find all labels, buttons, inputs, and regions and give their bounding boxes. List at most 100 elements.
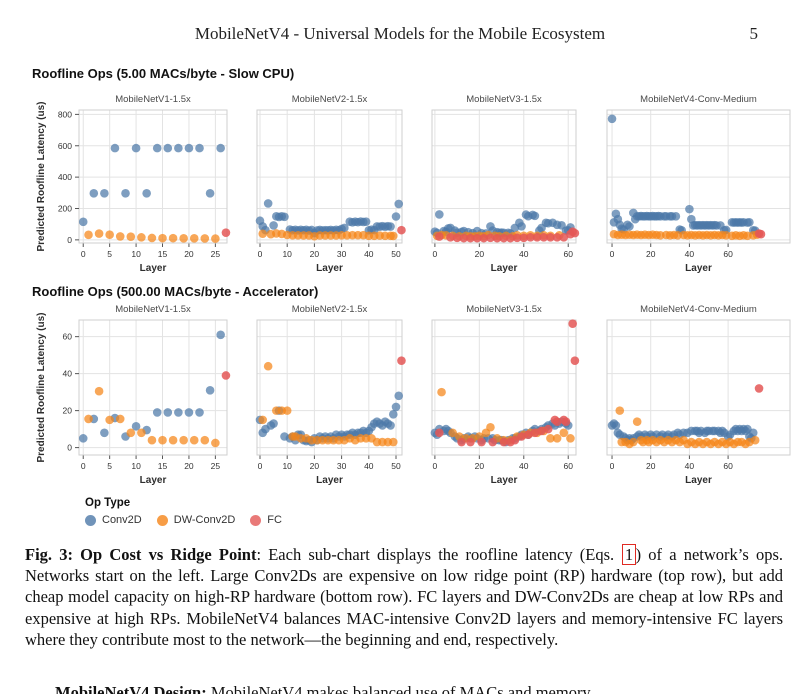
data-point-conv2d: [745, 217, 754, 227]
data-point-dw: [263, 361, 273, 371]
x-tick-label: 30: [337, 249, 347, 259]
data-point-conv2d: [517, 222, 526, 231]
data-point-dw: [105, 230, 114, 239]
data-point-fc: [539, 233, 549, 242]
data-point-conv2d: [100, 428, 109, 438]
data-point-fc: [452, 233, 462, 243]
x-tick-label: 10: [131, 461, 141, 471]
data-point-fc: [517, 432, 526, 441]
citation-link-eq1[interactable]: 1: [622, 544, 636, 565]
y-tick-label: 60: [63, 332, 73, 342]
x-tick-label: 30: [337, 461, 347, 471]
data-point-conv2d: [205, 188, 215, 198]
x-axis-title: Layer: [685, 475, 712, 486]
data-point-dw: [158, 435, 167, 445]
subplot-title: MobileNetV2-1.5x: [292, 304, 368, 315]
data-point-dw: [189, 435, 199, 445]
legend-label: Conv2D: [102, 514, 142, 526]
y-tick-label: 0: [67, 443, 72, 453]
data-point-dw: [211, 438, 220, 448]
data-point-dw: [168, 233, 178, 243]
x-tick-label: 5: [107, 461, 112, 471]
y-axis-title: Predicted Roofline Latency (us): [36, 312, 47, 462]
x-tick-label: 10: [282, 249, 292, 259]
x-tick-label: 20: [646, 461, 656, 471]
data-point-fc: [532, 233, 542, 242]
data-point-fc: [756, 229, 766, 239]
op-type-legend: Op Type Conv2D DW-Conv2D FC: [85, 497, 282, 526]
x-tick-label: 60: [563, 249, 573, 259]
data-point-conv2d: [530, 211, 540, 221]
data-point-fc: [492, 233, 502, 243]
plot-frame: [78, 319, 228, 456]
data-point-fc: [523, 430, 533, 439]
data-point-conv2d: [269, 221, 278, 230]
data-point-conv2d: [388, 410, 398, 419]
data-point-fc: [570, 228, 580, 238]
legend-item-fc: FC: [250, 514, 282, 526]
x-tick-label: 0: [258, 249, 263, 259]
data-point-conv2d: [131, 143, 141, 153]
data-point-fc: [221, 228, 231, 237]
y-tick-label: 800: [58, 109, 72, 119]
x-tick-label: 60: [723, 461, 733, 471]
data-point-dw: [105, 415, 114, 425]
data-point-dw: [179, 435, 188, 445]
next-paragraph-rest: MobileNetV4 makes balanced use of MACs a…: [206, 683, 591, 694]
data-point-fc: [526, 233, 535, 242]
data-point-conv2d: [611, 421, 621, 430]
subplot-title: MobileNetV3-1.5x: [466, 304, 542, 315]
data-point-conv2d: [78, 434, 88, 443]
data-point-conv2d: [163, 143, 173, 153]
data-point-conv2d: [386, 421, 395, 430]
x-tick-label: 40: [519, 249, 529, 259]
data-point-dw: [552, 434, 562, 443]
data-point-fc: [552, 417, 562, 427]
data-point-fc: [397, 225, 406, 235]
subplot-title: MobileNetV3-1.5x: [466, 94, 542, 105]
data-point-conv2d: [184, 408, 194, 417]
legend-label: FC: [267, 514, 282, 526]
data-point-fc: [543, 424, 553, 434]
data-point-conv2d: [152, 408, 162, 417]
y-tick-label: 20: [63, 406, 73, 416]
page-header: MobileNetV4 - Universal Models for the M…: [0, 24, 800, 46]
data-point-fc: [488, 437, 497, 447]
data-point-conv2d: [216, 330, 225, 340]
x-tick-label: 20: [310, 249, 320, 259]
data-point-dw: [179, 233, 188, 243]
y-tick-label: 40: [63, 369, 73, 379]
data-point-conv2d: [263, 199, 273, 208]
data-point-fc: [499, 233, 509, 243]
data-point-fc: [472, 233, 482, 243]
x-tick-label: 50: [391, 249, 401, 259]
data-point-fc: [546, 233, 555, 242]
x-tick-label: 50: [391, 461, 401, 471]
data-point-conv2d: [163, 408, 173, 417]
x-tick-label: 10: [282, 461, 292, 471]
data-point-fc: [477, 437, 486, 447]
data-point-fc: [537, 426, 546, 436]
data-point-dw: [200, 435, 210, 445]
x-tick-label: 0: [610, 249, 615, 259]
data-point-fc: [559, 233, 569, 242]
data-point-dw: [126, 428, 136, 438]
x-tick-label: 20: [310, 461, 320, 471]
subplot-title: MobileNetV1-1.5x: [115, 94, 191, 105]
data-point-fc: [446, 233, 455, 242]
y-tick-label: 0: [67, 235, 72, 245]
data-point-conv2d: [142, 188, 151, 198]
data-point-dw: [258, 229, 268, 239]
data-point-fc: [754, 384, 764, 393]
data-point-conv2d: [205, 385, 215, 395]
data-point-fc: [479, 233, 489, 243]
data-point-fc: [568, 319, 577, 328]
plot-frame: [431, 319, 577, 456]
data-point-conv2d: [121, 188, 130, 198]
data-point-dw: [84, 230, 93, 240]
data-point-dw: [258, 415, 268, 425]
data-point-fc: [510, 435, 520, 445]
next-paragraph-lead: MobileNetV4 Design:: [55, 683, 207, 694]
